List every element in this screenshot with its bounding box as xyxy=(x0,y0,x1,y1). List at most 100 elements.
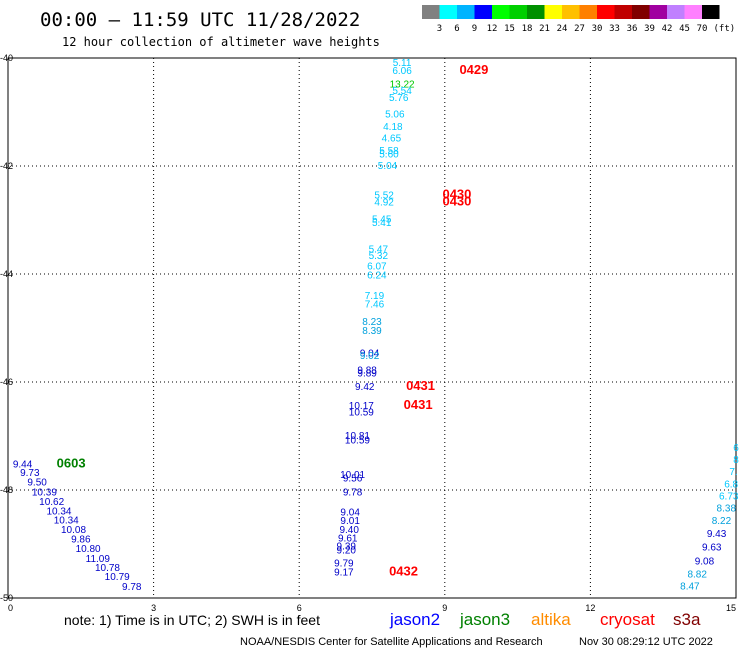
swh-value: 9.08 xyxy=(695,557,715,568)
x-tick-label: 0 xyxy=(8,603,13,613)
legend-label: 33 xyxy=(609,24,620,34)
y-tick-label: -46 xyxy=(0,377,13,387)
swh-value: 11.09 xyxy=(86,554,111,565)
swh-value: 4.65 xyxy=(382,134,402,145)
swh-value: 10.79 xyxy=(105,572,130,583)
swh-value: 9.01 xyxy=(340,516,360,527)
swh-value: 5.04 xyxy=(378,161,398,172)
swh-value: 7. xyxy=(729,467,737,478)
swh-value: 9.43 xyxy=(707,529,727,540)
legend-swatch xyxy=(614,5,632,19)
grid-lines xyxy=(7,57,737,599)
swh-value: 10.59 xyxy=(345,436,370,447)
legend-swatch xyxy=(439,5,457,19)
satellite-name: s3a xyxy=(673,610,701,629)
swh-value: 8.47 xyxy=(680,581,700,592)
swh-value: 9.44 xyxy=(13,459,33,470)
satellite-legend: jason2 jason3 altika cryosat s3a xyxy=(389,610,701,629)
swh-value: 7.19 xyxy=(365,291,385,302)
swh-value: 9.79 xyxy=(334,559,354,570)
swh-value: 9.86 xyxy=(71,534,91,545)
legend-swatch xyxy=(544,5,562,19)
swh-value: 6.24 xyxy=(367,270,387,281)
swh-value: 5.06 xyxy=(385,109,405,120)
swh-value: 10.08 xyxy=(61,525,86,536)
swh-value: 5.76 xyxy=(389,93,409,104)
legend-label: 45 xyxy=(679,24,690,34)
legend-label: 9 xyxy=(472,24,477,34)
legend-swatch xyxy=(649,5,667,19)
x-tick-label: 15 xyxy=(726,603,736,613)
x-tick-label: 6 xyxy=(297,603,302,613)
legend-label: 70 xyxy=(697,24,708,34)
color-scale-legend: 3 6 9 12 15 18 21 24 27 30 33 36 39 42 45 70 (ft) xyxy=(422,5,735,34)
swh-value: 8.39 xyxy=(362,326,382,337)
satellite-name: jason2 xyxy=(389,610,440,629)
y-tick-label: -40 xyxy=(0,53,13,63)
data-points: 5.116.06 13.225.545.76 5.06 4.184.655.585.6… xyxy=(13,58,739,593)
legend-swatch xyxy=(509,5,527,19)
swh-value: 10.81 xyxy=(345,431,370,442)
satellite-name: altika xyxy=(531,610,571,629)
swh-value: 5.11 xyxy=(393,58,412,69)
swh-value: 5.41 xyxy=(372,218,392,229)
legend-label: 12 xyxy=(487,24,498,34)
swh-value: 5.54 xyxy=(392,86,412,97)
legend-swatch xyxy=(667,5,685,19)
x-tick-label: 12 xyxy=(585,603,595,613)
swh-value: 10.34 xyxy=(54,515,79,526)
y-tick-label: -44 xyxy=(0,269,13,279)
swh-value: 9.04 xyxy=(360,349,380,360)
swh-value: 10.34 xyxy=(46,506,71,517)
legend-label: 6 xyxy=(454,24,459,34)
swh-value: 13.22 xyxy=(390,80,415,91)
swh-value: 10.59 xyxy=(349,407,374,418)
swh-value: 6.06 xyxy=(392,66,412,77)
legend-swatch xyxy=(702,5,720,19)
legend-label: 18 xyxy=(522,24,533,34)
legend-swatch xyxy=(579,5,597,19)
plot-area: -40 -42 -44 -46 -48 -50 0 3 6 9 12 15 5.116.06 13.2… xyxy=(0,53,739,613)
swh-value: 10.39 xyxy=(32,487,57,498)
swh-value: 9.61 xyxy=(338,533,358,544)
x-tick-label: 9 xyxy=(442,603,447,613)
pass-time-label: 0431 xyxy=(404,397,433,412)
swh-value: 5.32 xyxy=(369,251,389,262)
swh-value: 9.73 xyxy=(20,468,40,479)
swh-value: 6 xyxy=(733,443,739,454)
legend-label: 3 xyxy=(437,24,442,34)
swh-value: 10.17 xyxy=(349,401,374,412)
y-tick-label: -42 xyxy=(0,161,13,171)
legend-label: 24 xyxy=(557,24,568,34)
swh-value: 5.52 xyxy=(374,190,394,201)
y-tick-label: -50 xyxy=(0,593,13,603)
legend-label: 21 xyxy=(539,24,550,34)
swh-value: 9.63 xyxy=(702,542,722,553)
legend-label: 39 xyxy=(644,24,655,34)
swh-value: 4.92 xyxy=(374,197,394,208)
footer-note: note: 1) Time is in UTC; 2) SWH is in fe… xyxy=(64,612,320,628)
legend-swatch xyxy=(422,5,440,19)
legend-swatch xyxy=(474,5,492,19)
footer-timestamp: Nov 30 08:29:12 UTC 2022 xyxy=(579,636,713,648)
swh-value: 4.18 xyxy=(383,122,403,133)
swh-value: 9.17 xyxy=(334,567,354,578)
pass-time-label: 0603 xyxy=(57,455,86,470)
swh-value: 6.8 xyxy=(724,479,738,490)
swh-value: 7.46 xyxy=(365,299,385,310)
swh-value: 9.89 xyxy=(357,369,377,380)
swh-value: 5.60 xyxy=(379,149,399,160)
swh-value: 6.07 xyxy=(367,262,387,273)
swh-value: 9.02 xyxy=(360,351,380,362)
swh-value: 5.58 xyxy=(379,146,399,157)
legend-label: 27 xyxy=(574,24,585,34)
swh-value: 9.20 xyxy=(337,546,357,557)
legend-label: 36 xyxy=(627,24,638,34)
swh-value: 10.80 xyxy=(76,544,101,555)
swh-value: 5.47 xyxy=(369,244,389,255)
swh-value: 9.78 xyxy=(122,582,142,593)
pass-time-label: 0432 xyxy=(389,563,418,578)
satellite-name: jason3 xyxy=(459,610,510,629)
